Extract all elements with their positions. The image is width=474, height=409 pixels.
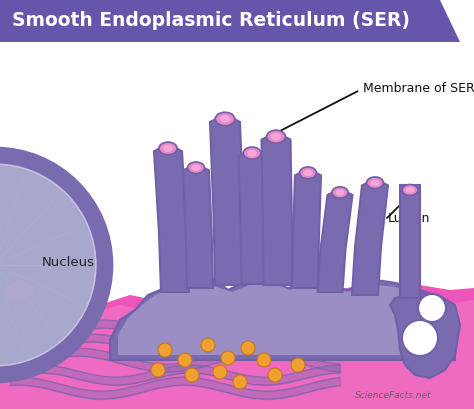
- Polygon shape: [0, 0, 460, 42]
- Polygon shape: [0, 298, 474, 409]
- Polygon shape: [118, 282, 448, 355]
- Circle shape: [201, 338, 215, 352]
- Polygon shape: [318, 189, 353, 292]
- Ellipse shape: [332, 187, 348, 198]
- Circle shape: [291, 358, 305, 372]
- Polygon shape: [400, 185, 420, 298]
- Circle shape: [213, 365, 227, 379]
- Text: Tubules: Tubules: [393, 297, 440, 310]
- Polygon shape: [0, 42, 474, 409]
- Ellipse shape: [300, 167, 317, 179]
- Polygon shape: [110, 278, 455, 360]
- Ellipse shape: [247, 150, 257, 156]
- Polygon shape: [183, 164, 213, 288]
- Circle shape: [178, 353, 192, 367]
- Circle shape: [241, 341, 255, 355]
- Polygon shape: [352, 179, 388, 295]
- Circle shape: [158, 343, 172, 357]
- Circle shape: [402, 320, 438, 356]
- Ellipse shape: [163, 145, 173, 152]
- Circle shape: [268, 368, 282, 382]
- Ellipse shape: [370, 180, 380, 186]
- Ellipse shape: [366, 177, 383, 189]
- Polygon shape: [262, 133, 292, 285]
- Text: Lumen: Lumen: [388, 211, 430, 225]
- Text: Smooth Endoplasmic Reticulum (SER): Smooth Endoplasmic Reticulum (SER): [12, 11, 410, 31]
- Circle shape: [151, 363, 165, 377]
- Ellipse shape: [215, 112, 235, 126]
- Circle shape: [185, 368, 199, 382]
- Circle shape: [418, 294, 446, 322]
- Ellipse shape: [402, 184, 418, 196]
- Ellipse shape: [0, 155, 105, 375]
- Ellipse shape: [271, 133, 281, 140]
- Ellipse shape: [219, 115, 230, 123]
- Circle shape: [233, 375, 247, 389]
- Polygon shape: [238, 149, 268, 284]
- Circle shape: [221, 351, 235, 365]
- Polygon shape: [154, 144, 189, 292]
- Circle shape: [257, 353, 271, 367]
- Ellipse shape: [303, 170, 313, 176]
- Ellipse shape: [188, 162, 204, 174]
- Ellipse shape: [191, 164, 201, 171]
- Text: Membrane of SER: Membrane of SER: [363, 81, 474, 94]
- Polygon shape: [0, 285, 474, 409]
- Text: Nucleus: Nucleus: [42, 256, 95, 268]
- Ellipse shape: [266, 130, 285, 143]
- Polygon shape: [292, 169, 321, 288]
- Text: ScienceFacts.net: ScienceFacts.net: [355, 391, 431, 400]
- Ellipse shape: [0, 165, 95, 365]
- Polygon shape: [390, 292, 460, 378]
- Ellipse shape: [159, 142, 177, 155]
- Ellipse shape: [243, 147, 261, 159]
- Ellipse shape: [405, 187, 414, 193]
- Ellipse shape: [6, 281, 34, 299]
- Polygon shape: [210, 115, 245, 285]
- Ellipse shape: [336, 189, 345, 196]
